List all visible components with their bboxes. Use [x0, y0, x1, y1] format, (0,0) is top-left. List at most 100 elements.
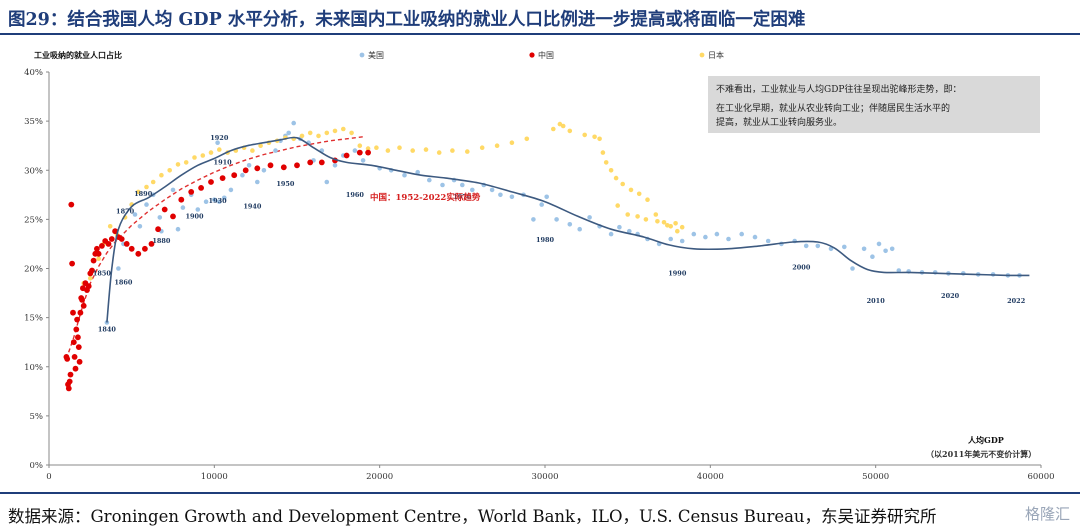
- usa-point: [427, 177, 432, 183]
- japan-point: [592, 134, 597, 140]
- china-point: [170, 213, 176, 220]
- china-point: [105, 241, 112, 247]
- japan-point: [385, 148, 391, 153]
- china-point: [108, 236, 115, 242]
- china-point: [155, 226, 162, 233]
- japan-point: [299, 133, 305, 139]
- usa-point: [627, 228, 632, 234]
- japan-point: [258, 143, 263, 148]
- japan-point: [567, 128, 573, 134]
- japan-point: [307, 130, 313, 136]
- usa-point: [828, 246, 834, 252]
- usa-point: [850, 266, 855, 271]
- usa-point: [889, 246, 895, 252]
- china-point: [89, 267, 95, 274]
- source-rule: [0, 492, 1080, 494]
- japan-point: [673, 221, 678, 226]
- usa-point: [765, 238, 771, 244]
- usa-point: [215, 140, 220, 145]
- japan-point: [167, 168, 172, 173]
- usa-point: [360, 158, 366, 163]
- japan-point: [625, 212, 630, 217]
- year-annotation: 1870: [116, 208, 135, 216]
- japan-point: [183, 160, 189, 165]
- japan-point: [597, 136, 602, 142]
- usa-point: [509, 194, 515, 200]
- usa-point: [440, 182, 445, 188]
- japan-point: [465, 149, 470, 154]
- china-point: [99, 243, 105, 249]
- usa-point: [815, 243, 821, 249]
- japan-point: [365, 146, 371, 151]
- japan-point: [635, 214, 640, 219]
- china-point: [69, 260, 75, 267]
- japan-point: [357, 143, 363, 148]
- china-point: [75, 334, 81, 341]
- y-tick-label: 20%: [24, 265, 43, 275]
- usa-point: [228, 187, 234, 193]
- usa-point: [240, 172, 245, 178]
- usa-point: [116, 266, 121, 271]
- china-point: [356, 149, 363, 156]
- japan-point: [643, 217, 649, 222]
- china-point: [343, 152, 350, 159]
- japan-point: [620, 181, 625, 187]
- y-tick-label: 35%: [24, 117, 43, 127]
- japan-point: [494, 143, 500, 148]
- usa-point: [679, 238, 685, 244]
- usa-point: [739, 231, 744, 237]
- japan-point: [107, 224, 113, 229]
- japan-point: [410, 148, 416, 153]
- usa-point: [668, 236, 673, 242]
- usa-point: [203, 199, 209, 204]
- year-annotation: 2022: [1007, 297, 1025, 305]
- y-tick-label: 30%: [24, 166, 43, 176]
- china-point: [178, 196, 185, 203]
- usa-point: [222, 195, 227, 201]
- note-box: 不难看出，工业就业与人均GDP往往呈现出驼峰形走势，即： 在工业化早期，就业从农…: [708, 76, 1040, 133]
- usa-point: [254, 179, 260, 185]
- year-annotation: 1980: [536, 236, 555, 244]
- japan-point: [665, 223, 670, 228]
- china-point: [231, 172, 238, 179]
- usa-point: [726, 236, 731, 242]
- china-point: [70, 309, 76, 316]
- usa-point: [180, 205, 186, 210]
- legend-label-usa: 美国: [368, 50, 384, 60]
- japan-point: [560, 123, 566, 129]
- year-annotation: 1880: [152, 237, 171, 245]
- year-annotation: 1850: [93, 270, 112, 278]
- japan-point: [603, 160, 609, 165]
- y-tick-label: 5%: [30, 412, 44, 422]
- japan-point: [653, 212, 659, 217]
- axes: 0% 5% 10% 15% 20% 25% 30% 35% 40% 0 10000 20000 3000…: [24, 68, 1054, 482]
- china-trend-layer: [65, 136, 364, 360]
- usa-point: [217, 199, 222, 204]
- usa-point: [489, 187, 495, 193]
- legend-marker-china: [529, 52, 535, 58]
- china-point: [198, 185, 205, 191]
- china-point: [365, 149, 371, 156]
- japan-point: [675, 228, 680, 234]
- japan-point: [159, 172, 164, 178]
- japan-point: [324, 130, 330, 136]
- usa-point: [175, 226, 181, 232]
- x-tick-label: 10000: [201, 472, 228, 482]
- usa-point: [402, 172, 407, 178]
- japan-point: [679, 224, 685, 230]
- x-tick-label: 20000: [366, 472, 393, 482]
- china-point: [66, 378, 73, 385]
- year-annotation: 1860: [114, 278, 133, 286]
- usa-point: [567, 222, 573, 227]
- china-point: [70, 339, 77, 346]
- china-point: [135, 250, 142, 257]
- usa-point: [803, 243, 809, 249]
- y-tick-label: 25%: [24, 215, 43, 225]
- japan-point: [349, 130, 354, 136]
- china-point: [95, 250, 102, 257]
- year-annotation: 1930: [209, 197, 228, 205]
- china-point: [74, 316, 80, 323]
- china-point: [208, 179, 214, 185]
- china-point: [77, 309, 84, 316]
- x-tick-label: 0: [46, 472, 51, 482]
